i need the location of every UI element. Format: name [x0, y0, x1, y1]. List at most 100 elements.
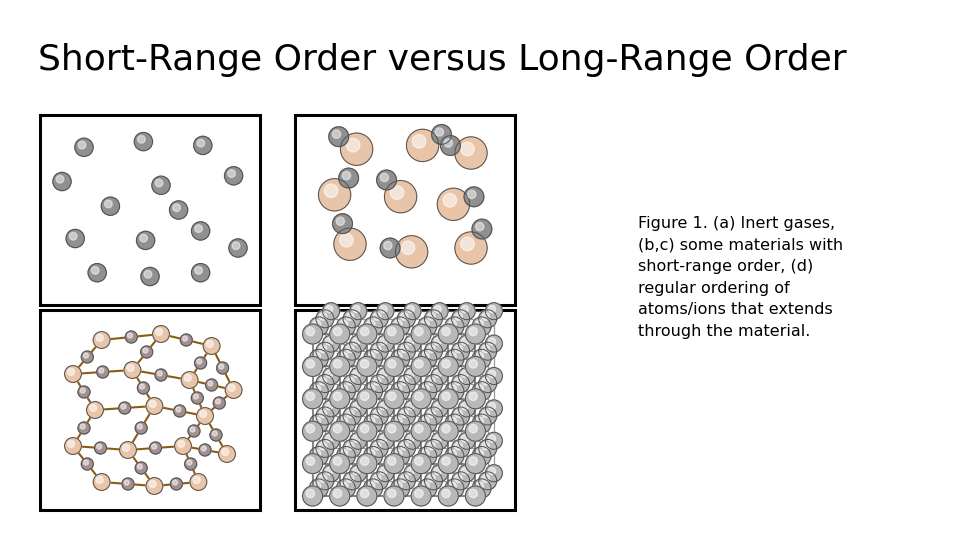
Circle shape: [364, 382, 382, 401]
Circle shape: [384, 356, 404, 376]
Circle shape: [323, 400, 340, 417]
Circle shape: [371, 375, 388, 393]
Circle shape: [475, 417, 484, 425]
Circle shape: [404, 303, 421, 320]
Circle shape: [319, 377, 326, 385]
Circle shape: [391, 382, 410, 401]
Circle shape: [82, 351, 93, 363]
Circle shape: [434, 338, 442, 345]
Circle shape: [404, 433, 421, 449]
Circle shape: [404, 335, 421, 352]
Circle shape: [376, 170, 396, 190]
Circle shape: [364, 349, 382, 368]
Circle shape: [455, 442, 463, 450]
Circle shape: [400, 475, 408, 482]
Circle shape: [462, 338, 468, 345]
Circle shape: [364, 414, 382, 433]
Circle shape: [397, 472, 416, 490]
Circle shape: [364, 479, 382, 498]
Circle shape: [444, 382, 464, 401]
Circle shape: [482, 377, 490, 385]
Circle shape: [225, 167, 243, 185]
Circle shape: [343, 342, 361, 360]
Circle shape: [78, 141, 85, 149]
Circle shape: [102, 197, 120, 215]
Circle shape: [442, 327, 450, 336]
Circle shape: [357, 486, 377, 506]
Circle shape: [444, 349, 464, 368]
Circle shape: [329, 486, 349, 506]
Circle shape: [415, 424, 423, 433]
Circle shape: [215, 399, 221, 404]
Circle shape: [319, 345, 326, 353]
Circle shape: [434, 403, 442, 410]
Circle shape: [475, 353, 484, 360]
Circle shape: [397, 342, 416, 360]
Circle shape: [141, 346, 153, 358]
Circle shape: [479, 342, 496, 360]
Circle shape: [88, 264, 107, 282]
Circle shape: [78, 386, 90, 398]
Circle shape: [455, 313, 463, 320]
Circle shape: [81, 424, 85, 429]
Circle shape: [97, 366, 108, 378]
Circle shape: [479, 440, 496, 457]
Circle shape: [472, 479, 492, 498]
Circle shape: [364, 317, 382, 336]
Circle shape: [415, 457, 423, 465]
Circle shape: [352, 435, 360, 442]
Circle shape: [377, 303, 394, 320]
Circle shape: [306, 327, 315, 336]
Circle shape: [332, 130, 341, 138]
Circle shape: [367, 385, 375, 393]
Circle shape: [352, 306, 360, 313]
Circle shape: [428, 410, 435, 417]
Circle shape: [455, 137, 487, 169]
Circle shape: [360, 327, 369, 336]
Circle shape: [448, 450, 456, 457]
Circle shape: [357, 421, 377, 441]
Circle shape: [475, 482, 484, 490]
Circle shape: [400, 410, 408, 417]
Bar: [295, 115, 515, 305]
Circle shape: [190, 474, 206, 490]
Circle shape: [411, 454, 431, 474]
Circle shape: [126, 331, 137, 343]
Circle shape: [434, 370, 442, 377]
Circle shape: [86, 402, 104, 418]
Circle shape: [469, 392, 477, 401]
Circle shape: [431, 465, 448, 482]
Circle shape: [462, 468, 468, 475]
Circle shape: [313, 482, 321, 490]
Circle shape: [78, 422, 90, 434]
Circle shape: [472, 349, 492, 368]
Circle shape: [333, 489, 342, 498]
Circle shape: [182, 336, 187, 341]
Circle shape: [349, 335, 367, 352]
Circle shape: [360, 457, 369, 465]
Circle shape: [444, 447, 464, 465]
Circle shape: [152, 176, 170, 194]
Circle shape: [333, 360, 342, 368]
Circle shape: [396, 235, 428, 268]
Circle shape: [347, 377, 354, 385]
Circle shape: [373, 410, 381, 417]
Circle shape: [81, 388, 85, 393]
Circle shape: [418, 479, 437, 498]
Circle shape: [448, 385, 456, 393]
Circle shape: [213, 397, 226, 409]
Circle shape: [391, 414, 410, 433]
Circle shape: [448, 320, 456, 328]
Circle shape: [424, 407, 443, 425]
Circle shape: [400, 442, 408, 450]
Circle shape: [475, 222, 484, 231]
Circle shape: [336, 349, 355, 368]
Circle shape: [94, 442, 107, 454]
Circle shape: [156, 179, 163, 187]
Circle shape: [82, 458, 93, 470]
Circle shape: [380, 370, 387, 377]
Circle shape: [377, 368, 394, 384]
Circle shape: [404, 400, 421, 417]
Circle shape: [388, 457, 396, 465]
Circle shape: [64, 437, 82, 454]
